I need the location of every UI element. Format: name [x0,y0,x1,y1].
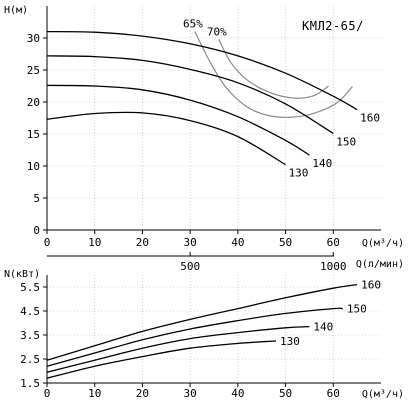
x-tick-label: 10 [88,387,101,400]
y-tick-label: 20 [27,96,40,109]
y-tick-label: 0 [33,224,40,237]
power-curve-160 [46,283,358,361]
head-curve-130 [46,111,286,166]
head-chart: 0 5 10 15 20 25 30 0 10 20 30 40 50 60 H(м) Q(м³/ч) 500 1… [4,5,404,273]
x-tick-label: 40 [231,236,244,249]
efficiency-label-70pct: 70% [207,25,227,38]
head-curve-label-140: 140 [312,157,332,170]
y-axis-title: N(кВт) [4,269,40,280]
head-curve-label-130: 130 [289,167,309,180]
x-axis-title: Q(м³/ч) [362,389,404,400]
power-curve-label-130: 130 [280,335,300,348]
y-tick-label: 15 [27,128,40,141]
x-tick-label: 30 [184,387,197,400]
head-curve-label-150: 150 [336,135,356,148]
x-tick-label: 50 [279,236,292,249]
x-tick-label: 60 [327,236,340,249]
head-curve-160 [46,30,358,111]
power-curve-140 [46,325,310,373]
y-tick-label: 10 [27,160,40,173]
power-curve-label-140: 140 [313,321,333,334]
secondary-x-tick-label: 500 [180,260,200,273]
x-tick-label: 40 [231,387,244,400]
x-axis-title: Q(м³/ч) [362,238,404,249]
x-tick-label: 0 [44,387,51,400]
y-axis-title: H(м) [4,5,28,16]
efficiency-curve-70pct [218,39,329,99]
y-tick-label: 1.5 [20,377,40,390]
x-tick-label: 60 [327,387,340,400]
power-curve-label-160: 160 [361,279,381,292]
x-tick-label: 30 [184,236,197,249]
head-curve-label-160: 160 [360,112,380,125]
head-curve-150 [46,55,334,134]
model-title: КМЛ2-65/ [302,19,364,33]
power-curve-label-150: 150 [347,303,367,316]
x-tick-label: 20 [136,236,149,249]
y-tick-label: 25 [27,64,40,77]
x-tick-label: 0 [44,236,51,249]
x-tick-label: 10 [88,236,101,249]
y-tick-label: 2.5 [20,353,40,366]
x-tick-label: 50 [279,387,292,400]
power-curve-150 [46,307,343,367]
secondary-x-axis-title: Q(л/мин) [356,259,404,270]
power-chart: 1.5 2.5 3.5 4.5 5.5 0 10 20 30 40 50 60 N(кВт) Q(м³/ч… [4,269,404,400]
efficiency-curve-65pct [194,31,353,118]
power-curve-130 [46,340,277,379]
y-tick-label: 4.5 [20,305,40,318]
y-tick-label: 3.5 [20,329,40,342]
y-tick-label: 5.5 [20,281,40,294]
secondary-x-tick-label: 1000 [320,260,347,273]
head-curve-140 [46,84,310,156]
y-tick-label: 5 [33,192,40,205]
efficiency-label-65pct: 65% [183,18,203,31]
y-tick-label: 30 [27,32,40,45]
x-tick-label: 20 [136,387,149,400]
